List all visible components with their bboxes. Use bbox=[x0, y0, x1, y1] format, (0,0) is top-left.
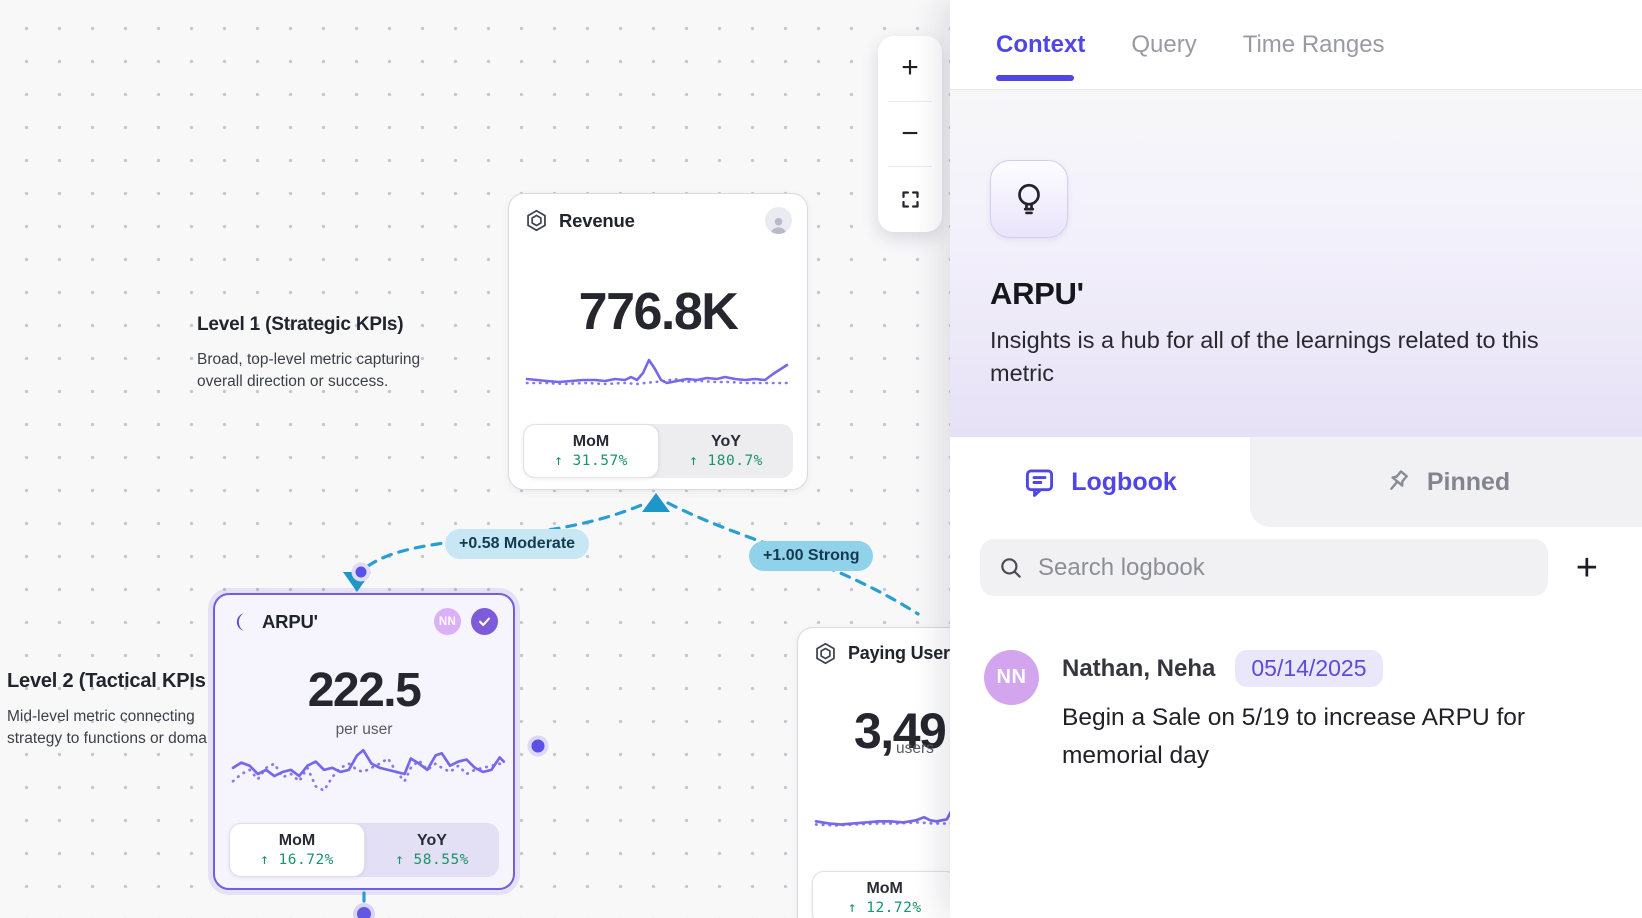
mom-value: ↑ 12.72% bbox=[847, 900, 922, 916]
card-title: ARPU' bbox=[262, 610, 318, 632]
connection-handle-dot bbox=[357, 907, 371, 918]
level-2-desc-line2: strategy to functions or doma bbox=[7, 730, 207, 747]
tab-time-ranges[interactable]: Time Ranges bbox=[1242, 30, 1385, 58]
metric-name-title: ARPU' bbox=[990, 276, 1084, 311]
logbook-search-row: + bbox=[950, 539, 1642, 596]
entry-author-avatar: NN bbox=[984, 650, 1039, 705]
sparkline-chart bbox=[231, 748, 506, 792]
logbook-pinned-tabs: Logbook Pinned bbox=[950, 437, 1642, 527]
lightbulb-icon bbox=[1018, 183, 1040, 215]
card-title: Paying Users' bbox=[848, 643, 950, 663]
entry-body-text: Begin a Sale on 5/19 to increase ARPU fo… bbox=[1062, 704, 1526, 769]
metric-value: 776.8K bbox=[578, 283, 739, 341]
card-title: Revenue bbox=[559, 209, 635, 231]
insight-icon-tile bbox=[990, 160, 1068, 238]
connection-handle-halo bbox=[527, 735, 549, 757]
metric-unit: users bbox=[896, 740, 934, 757]
metric-card-arpu[interactable]: ARPU' NN 222.5 per user MoM ↑ 16.72% YoY… bbox=[213, 593, 515, 890]
yoy-toggle[interactable]: YoY ↑ 58.55% bbox=[395, 832, 469, 868]
level-2-label: Level 2 (Tactical KPIs Mid-level metric … bbox=[7, 670, 247, 750]
connection-handle-dot bbox=[355, 566, 367, 578]
search-icon bbox=[1001, 557, 1021, 578]
logbook-search-box[interactable] bbox=[980, 539, 1548, 596]
context-side-panel: Context Query Time Ranges ARPU' Insights… bbox=[950, 0, 1642, 918]
sparkline-chart bbox=[525, 358, 789, 386]
connection-handle-dot bbox=[531, 739, 545, 753]
connection-handle-halo bbox=[351, 562, 371, 582]
entry-author-name: Nathan, Neha bbox=[1062, 654, 1216, 682]
connection-handle-halo bbox=[353, 903, 375, 918]
arrowhead-into-revenue bbox=[642, 493, 670, 512]
yoy-value: ↑ 180.7% bbox=[689, 453, 763, 469]
metric-card-paying-users[interactable]: Paying Users' 3,49 users MoM ↑ 12.72% bbox=[797, 627, 950, 918]
mom-toggle[interactable]: MoM ↑ 31.57% bbox=[523, 424, 659, 478]
mom-value: ↑ 31.57% bbox=[554, 453, 628, 469]
arrowhead-into-arpu bbox=[343, 572, 371, 592]
metric-unit: per user bbox=[335, 721, 393, 738]
hexagon-metric-icon bbox=[816, 642, 835, 665]
mom-toggle[interactable]: MoM ↑ 12.72% bbox=[812, 871, 950, 918]
sparkline-chart bbox=[814, 810, 950, 827]
tab-pinned[interactable]: Pinned bbox=[1250, 437, 1642, 527]
yoy-value: ↑ 58.55% bbox=[395, 852, 469, 868]
crescent-moon-icon bbox=[236, 612, 244, 631]
correlation-label-strong[interactable]: +1.00 Strong bbox=[749, 541, 874, 571]
fullscreen-icon bbox=[901, 191, 919, 208]
panel-tabbar: Context Query Time Ranges bbox=[950, 0, 1642, 90]
level-1-title: Level 1 (Strategic KPIs) bbox=[197, 314, 404, 335]
logbook-tab-label: Logbook bbox=[1071, 467, 1177, 496]
active-tab-underline bbox=[996, 75, 1074, 81]
zoom-out-button[interactable]: − bbox=[901, 117, 919, 150]
tab-logbook[interactable]: Logbook bbox=[950, 437, 1250, 527]
level-1-desc-line2: overall direction or success. bbox=[197, 373, 389, 390]
add-log-entry-button[interactable]: + bbox=[1575, 546, 1598, 589]
entry-date-badge[interactable]: 05/14/2025 bbox=[1235, 650, 1383, 687]
fit-view-button[interactable] bbox=[878, 167, 942, 232]
logbook-entry[interactable]: NN Nathan, Neha 05/14/2025 Begin a Sale … bbox=[950, 650, 1642, 775]
metric-description: Insights is a hub for all of the learnin… bbox=[990, 327, 1539, 387]
level-1-label: Level 1 (Strategic KPIs) Broad, top-leve… bbox=[197, 314, 437, 393]
mom-toggle[interactable]: MoM ↑ 16.72% bbox=[229, 823, 365, 877]
level-2-title: Level 2 (Tactical KPIs bbox=[7, 670, 206, 692]
metric-tree-canvas[interactable]: Level 1 (Strategic KPIs) Broad, top-leve… bbox=[0, 0, 950, 918]
zoom-in-button[interactable]: + bbox=[901, 51, 919, 85]
owner-avatar-icon[interactable] bbox=[765, 207, 792, 234]
tab-context[interactable]: Context bbox=[996, 30, 1086, 58]
level-2-desc-line1: Mid-level metric connecting bbox=[7, 708, 195, 725]
yoy-toggle[interactable]: YoY ↑ 180.7% bbox=[689, 433, 763, 469]
pinned-tab-label: Pinned bbox=[1426, 467, 1511, 496]
level-1-desc-line1: Broad, top-level metric capturing bbox=[197, 351, 421, 368]
assignee-badge[interactable]: NN bbox=[434, 608, 461, 635]
metric-hero: ARPU' Insights is a hub for all of the l… bbox=[950, 90, 1642, 437]
correlation-label-moderate[interactable]: +0.58 Moderate bbox=[445, 529, 590, 559]
tab-query[interactable]: Query bbox=[1131, 30, 1197, 58]
metric-value: 222.5 bbox=[307, 664, 422, 717]
verified-badge-icon[interactable] bbox=[471, 608, 498, 635]
hexagon-metric-icon bbox=[527, 209, 546, 232]
metric-card-revenue[interactable]: Revenue 776.8K MoM ↑ 31.57% YoY ↑ 180.7% bbox=[508, 193, 808, 490]
logbook-chat-icon bbox=[1026, 469, 1054, 497]
pushpin-icon bbox=[1390, 470, 1408, 490]
mom-value: ↑ 16.72% bbox=[260, 852, 334, 868]
search-input[interactable] bbox=[1038, 553, 1530, 582]
canvas-zoom-toolbar: + − bbox=[878, 36, 942, 232]
metric-value: 3,49 bbox=[854, 703, 947, 759]
